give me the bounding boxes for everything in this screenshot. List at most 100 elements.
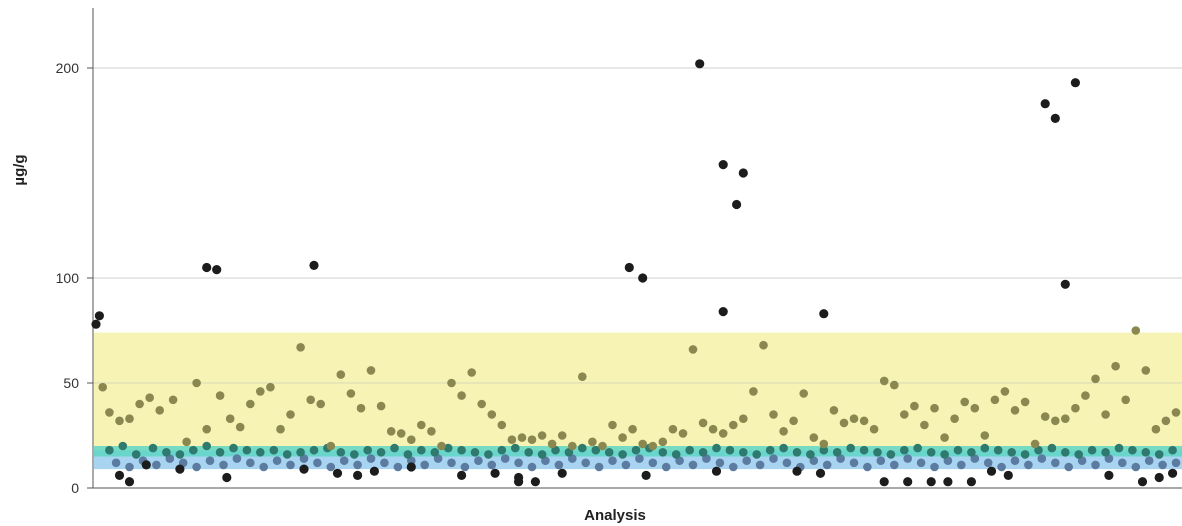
data-point-blue-52 xyxy=(809,456,819,466)
data-point-olive-69 xyxy=(799,389,808,398)
data-point-teal-60 xyxy=(913,443,922,453)
data-point-olive-32 xyxy=(427,427,436,436)
data-point-teal-48 xyxy=(752,450,761,459)
data-point-blue-76 xyxy=(1131,462,1141,472)
data-point-olive-99 xyxy=(1101,410,1110,419)
y-tick-label-200: 200 xyxy=(56,60,80,76)
data-point-dark-9 xyxy=(732,199,742,210)
data-point-blue-46 xyxy=(729,462,738,472)
data-point-blue-60 xyxy=(916,458,926,468)
data-point-teal-78 xyxy=(1154,450,1164,459)
data-point-teal-65 xyxy=(980,443,990,453)
data-point-olive-61 xyxy=(718,429,728,438)
data-point-olive-20 xyxy=(306,395,316,405)
data-point-blue-65 xyxy=(983,458,993,468)
data-point-teal-1 xyxy=(118,441,128,451)
data-point-dark-45 xyxy=(1137,477,1148,487)
data-point-teal-18 xyxy=(350,450,359,459)
data-point-teal-17 xyxy=(336,448,346,457)
data-point-blue-73 xyxy=(1091,460,1100,470)
data-point-olive-58 xyxy=(688,345,698,354)
data-point-olive-30 xyxy=(407,435,416,445)
data-point-olive-70 xyxy=(809,433,819,442)
data-point-dark-20 xyxy=(175,464,185,474)
data-point-olive-90 xyxy=(1010,406,1020,415)
data-point-blue-47 xyxy=(742,456,751,466)
data-point-blue-54 xyxy=(836,454,845,463)
data-point-olive-104 xyxy=(1151,424,1161,434)
data-point-teal-47 xyxy=(739,448,748,457)
data-point-olive-2 xyxy=(115,416,124,426)
data-point-olive-55 xyxy=(658,437,668,447)
data-point-olive-78 xyxy=(890,380,899,390)
data-point-olive-50 xyxy=(608,420,617,430)
data-point-olive-101 xyxy=(1121,395,1130,405)
data-point-olive-10 xyxy=(202,424,211,434)
y-tick-label-0: 0 xyxy=(71,480,79,496)
data-point-blue-38 xyxy=(621,460,631,470)
data-point-olive-51 xyxy=(618,433,627,442)
data-point-olive-105 xyxy=(1161,416,1171,426)
data-point-dark-21 xyxy=(222,472,232,483)
data-point-teal-30 xyxy=(511,443,520,453)
data-point-dark-13 xyxy=(1040,99,1050,109)
data-point-dark-15 xyxy=(1060,279,1070,289)
data-point-blue-41 xyxy=(661,462,671,472)
data-point-teal-55 xyxy=(846,443,855,453)
data-point-dark-41 xyxy=(966,477,977,487)
data-point-olive-89 xyxy=(1000,387,1010,396)
data-point-blue-79 xyxy=(1171,458,1181,468)
data-point-olive-40 xyxy=(507,435,517,445)
data-point-teal-32 xyxy=(537,450,547,459)
data-point-teal-27 xyxy=(470,448,480,457)
data-point-olive-21 xyxy=(316,399,326,409)
data-point-blue-58 xyxy=(890,460,899,470)
data-point-blue-10 xyxy=(246,458,255,468)
data-point-olive-103 xyxy=(1141,366,1151,375)
data-point-teal-19 xyxy=(363,445,373,455)
data-point-olive-34 xyxy=(447,378,456,388)
data-point-olive-98 xyxy=(1091,374,1100,384)
data-point-olive-37 xyxy=(477,399,487,409)
data-point-teal-50 xyxy=(779,443,788,453)
data-point-dark-27 xyxy=(457,470,467,480)
data-point-dark-24 xyxy=(353,470,363,480)
data-point-teal-44 xyxy=(698,448,708,457)
data-point-teal-28 xyxy=(484,450,493,459)
data-point-blue-25 xyxy=(447,458,456,468)
data-point-dark-36 xyxy=(815,468,826,478)
data-point-teal-73 xyxy=(1087,445,1097,455)
data-point-blue-45 xyxy=(715,458,725,468)
data-point-teal-10 xyxy=(242,445,252,455)
data-point-dark-28 xyxy=(490,468,500,478)
data-point-teal-7 xyxy=(202,441,211,451)
data-point-blue-6 xyxy=(192,462,201,472)
data-point-dark-1 xyxy=(94,311,104,321)
data-point-olive-19 xyxy=(296,343,305,352)
data-point-olive-44 xyxy=(547,439,557,449)
data-point-olive-74 xyxy=(849,414,859,424)
data-point-teal-46 xyxy=(725,445,735,455)
data-point-teal-62 xyxy=(940,450,949,459)
data-point-teal-34 xyxy=(564,448,574,457)
data-point-blue-50 xyxy=(782,458,792,468)
y-axis-title: µg/g xyxy=(11,154,28,185)
data-point-teal-25 xyxy=(443,443,453,453)
data-point-dark-46 xyxy=(1154,472,1164,483)
data-point-blue-30 xyxy=(514,458,523,468)
data-point-blue-59 xyxy=(903,454,912,463)
data-point-olive-100 xyxy=(1111,361,1120,371)
data-point-dark-12 xyxy=(819,309,829,319)
data-point-teal-31 xyxy=(524,448,533,457)
data-point-dark-34 xyxy=(711,466,722,476)
data-point-teal-79 xyxy=(1168,445,1177,455)
data-point-blue-31 xyxy=(527,462,537,472)
data-point-teal-2 xyxy=(131,450,141,459)
data-point-olive-35 xyxy=(457,391,466,400)
data-point-blue-14 xyxy=(299,454,309,463)
data-point-olive-31 xyxy=(417,420,426,430)
data-point-blue-55 xyxy=(849,458,859,468)
data-point-olive-77 xyxy=(879,376,889,386)
data-point-dark-44 xyxy=(1104,470,1114,480)
data-point-olive-46 xyxy=(568,441,577,451)
